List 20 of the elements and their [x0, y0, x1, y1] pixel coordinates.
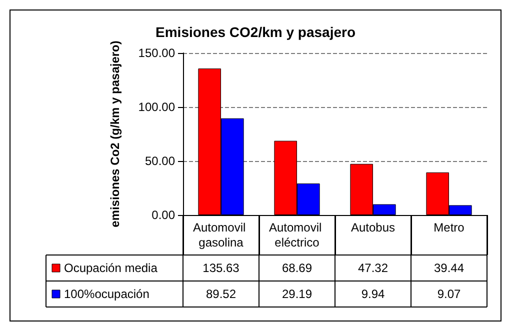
legend-label: 100%ocupación [64, 287, 150, 301]
data-label: 89.52 [206, 287, 236, 301]
x-tick-label: Automovil eléctrico [268, 220, 326, 250]
x-tick-label: Metro [434, 220, 465, 234]
x-tick-label: Autobus [350, 220, 396, 234]
y-tick-label: 0.00 [152, 208, 176, 222]
y-tick-label: 50.00 [144, 154, 176, 168]
data-label: 47.32 [358, 261, 388, 275]
chart-title: Emisiones CO2/km y pasajero [156, 24, 356, 40]
data-label: 39.44 [434, 261, 464, 275]
data-label: 9.07 [437, 287, 461, 301]
data-label: 68.69 [282, 261, 312, 275]
y-tick-label: 150.00 [138, 46, 176, 60]
x-tick-label: Automovil gasolina [192, 220, 250, 250]
y-tick-label: 100.00 [138, 100, 176, 114]
legend-label: Ocupación media [64, 261, 158, 275]
data-label: 135.63 [202, 261, 240, 275]
y-axis-title: emisiones Co2 (g/km y pasajero) [108, 40, 122, 228]
data-label: 9.94 [361, 287, 385, 301]
data-label: 29.19 [282, 287, 312, 301]
